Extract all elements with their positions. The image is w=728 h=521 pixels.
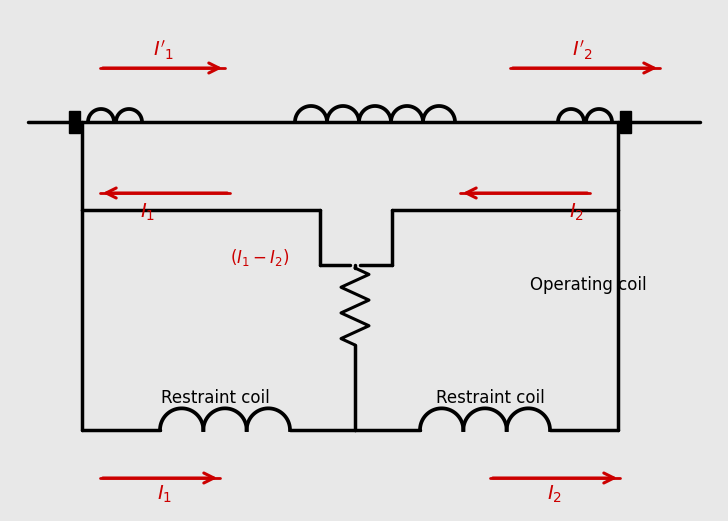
- Text: $I_2$: $I_2$: [547, 483, 563, 505]
- Text: $I_1$: $I_1$: [157, 483, 173, 505]
- Text: Restraint coil: Restraint coil: [435, 389, 545, 407]
- Bar: [69, 122, 80, 133]
- Text: Operating coil: Operating coil: [530, 276, 646, 294]
- Text: $(I_1 - I_2)$: $(I_1 - I_2)$: [231, 246, 290, 267]
- Text: $I'_2$: $I'_2$: [571, 39, 593, 61]
- Text: $I'_1$: $I'_1$: [153, 39, 173, 61]
- Text: $I_1$: $I_1$: [141, 201, 156, 222]
- Text: Restraint coil: Restraint coil: [161, 389, 269, 407]
- Bar: [620, 111, 631, 122]
- Text: $I_2$: $I_2$: [569, 201, 585, 222]
- Bar: [620, 122, 631, 133]
- Bar: [69, 111, 80, 122]
